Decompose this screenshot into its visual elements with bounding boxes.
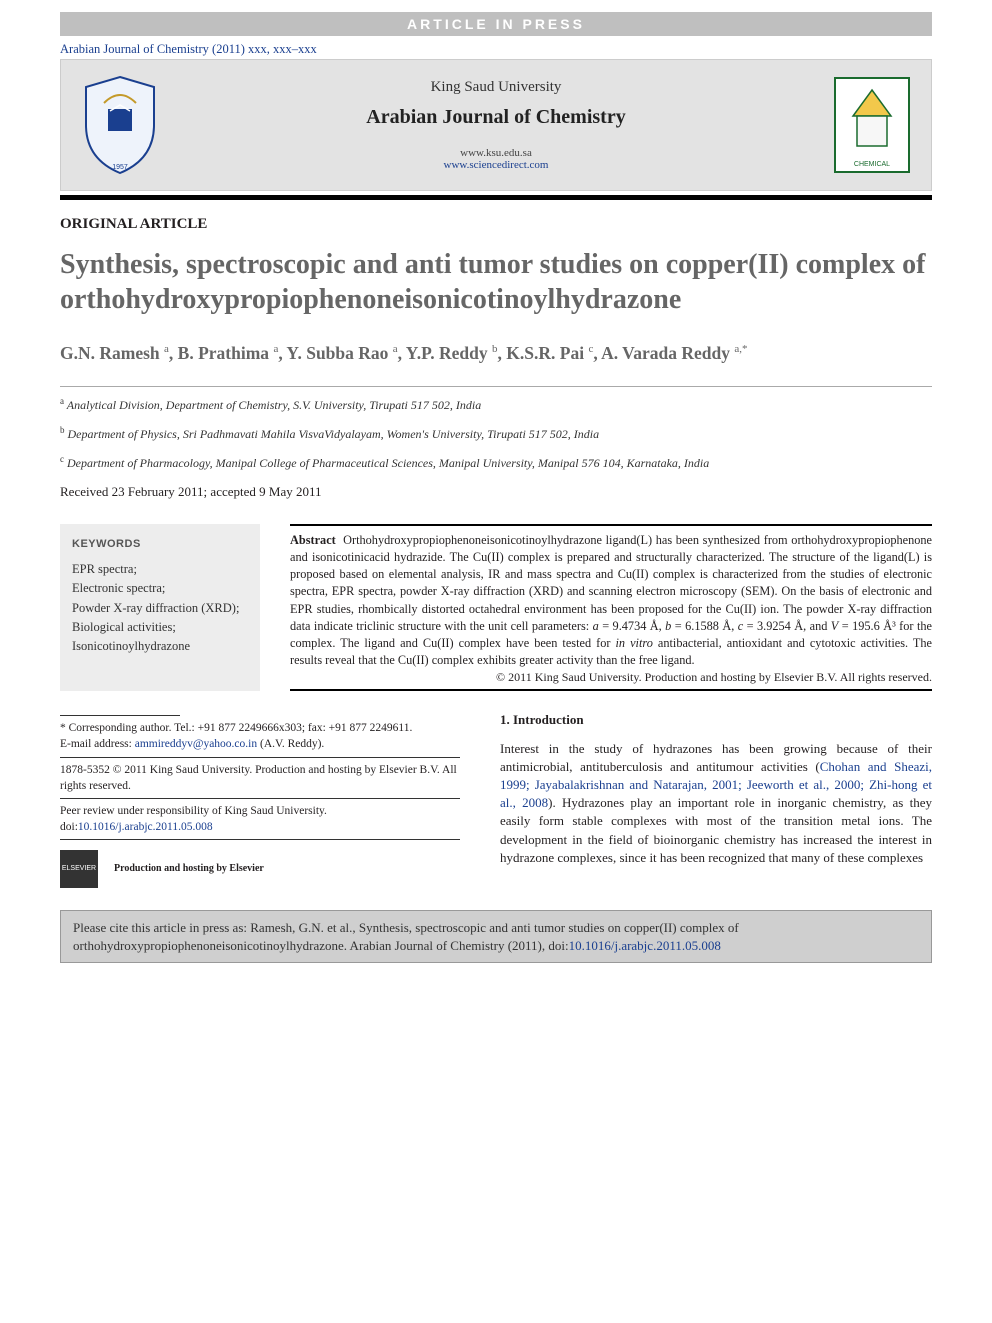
footer-rule-1: [60, 757, 460, 758]
article-dates: Received 23 February 2011; accepted 9 Ma…: [60, 484, 932, 500]
intro-references[interactable]: Chohan and Sheazi, 1999; Jayabalakrishna…: [500, 759, 932, 810]
keywords-list: EPR spectra;Electronic spectra;Powder X-…: [72, 560, 248, 657]
footer-rule-3: [60, 839, 460, 840]
issn-copyright: 1878-5352 © 2011 King Saud University. P…: [60, 762, 460, 794]
ksu-link[interactable]: www.ksu.edu.sa: [460, 147, 532, 159]
authors: G.N. Ramesh a, B. Prathima a, Y. Subba R…: [60, 341, 932, 366]
article-type: ORIGINAL ARTICLE: [60, 216, 932, 233]
keywords-heading: KEYWORDS: [72, 538, 248, 550]
doi-link[interactable]: 10.1016/j.arabjc.2011.05.008: [78, 821, 213, 833]
journal-name: Arabian Journal of Chemistry: [165, 106, 827, 129]
citation-doi-link[interactable]: 10.1016/j.arabjc.2011.05.008: [569, 938, 721, 953]
introduction-heading: 1. Introduction: [500, 711, 932, 729]
header-links: www.ksu.edu.sa www.sciencedirect.com: [165, 147, 827, 171]
abstract-copyright: © 2011 King Saud University. Production …: [290, 670, 932, 685]
lower-columns: * Corresponding author. Tel.: +91 877 22…: [60, 711, 932, 888]
abstract-row: KEYWORDS EPR spectra;Electronic spectra;…: [60, 524, 932, 692]
affiliation-rule: [60, 386, 932, 387]
sciencedirect-link[interactable]: www.sciencedirect.com: [444, 159, 549, 171]
footnote-column: * Corresponding author. Tel.: +91 877 22…: [60, 711, 460, 888]
article-title: Synthesis, spectroscopic and anti tumor …: [60, 247, 932, 317]
footer-rule-2: [60, 798, 460, 799]
introduction-para: Interest in the study of hydrazones has …: [500, 740, 932, 867]
corresponding-author: * Corresponding author. Tel.: +91 877 22…: [60, 720, 460, 736]
abstract-text: Abstract Orthohydroxypropiophenoneisonic…: [290, 532, 932, 670]
svg-text:CHEMICAL: CHEMICAL: [854, 161, 890, 168]
affiliation-a: a Analytical Division, Department of Che…: [60, 395, 932, 414]
footnote-rule: [60, 715, 180, 716]
abstract-top-rule: [290, 524, 932, 526]
peer-review-note: Peer review under responsibility of King…: [60, 803, 460, 819]
affiliation-c: c Department of Pharmacology, Manipal Co…: [60, 453, 932, 472]
journal-header: 1957 King Saud University Arabian Journa…: [60, 59, 932, 191]
ksu-logo: 1957: [75, 70, 165, 180]
doi-line: doi:10.1016/j.arabjc.2011.05.008: [60, 819, 460, 835]
email-link[interactable]: ammireddyv@yahoo.co.in: [135, 738, 257, 750]
header-center: King Saud University Arabian Journal of …: [165, 79, 827, 171]
elsevier-logo-icon: ELSEVIER: [60, 850, 98, 888]
production-hosting: ELSEVIER Production and hosting by Elsev…: [60, 850, 460, 888]
svg-text:1957: 1957: [112, 164, 128, 171]
university-name: King Saud University: [165, 79, 827, 96]
journal-reference: Arabian Journal of Chemistry (2011) xxx,…: [60, 42, 932, 57]
abstract-col: Abstract Orthohydroxypropiophenoneisonic…: [290, 524, 932, 692]
header-divider: [60, 195, 932, 200]
corresponding-email-line: E-mail address: ammireddyv@yahoo.co.in (…: [60, 736, 460, 752]
article-in-press-banner: ARTICLE IN PRESS: [60, 12, 932, 36]
chemical-society-logo: CHEMICAL: [827, 70, 917, 180]
affiliation-b: b Department of Physics, Sri Padhmavati …: [60, 424, 932, 443]
keywords-box: KEYWORDS EPR spectra;Electronic spectra;…: [60, 524, 260, 692]
production-hosting-text: Production and hosting by Elsevier: [114, 862, 264, 876]
introduction-column: 1. Introduction Interest in the study of…: [500, 711, 932, 888]
abstract-bottom-rule: [290, 689, 932, 691]
citation-box: Please cite this article in press as: Ra…: [60, 910, 932, 963]
